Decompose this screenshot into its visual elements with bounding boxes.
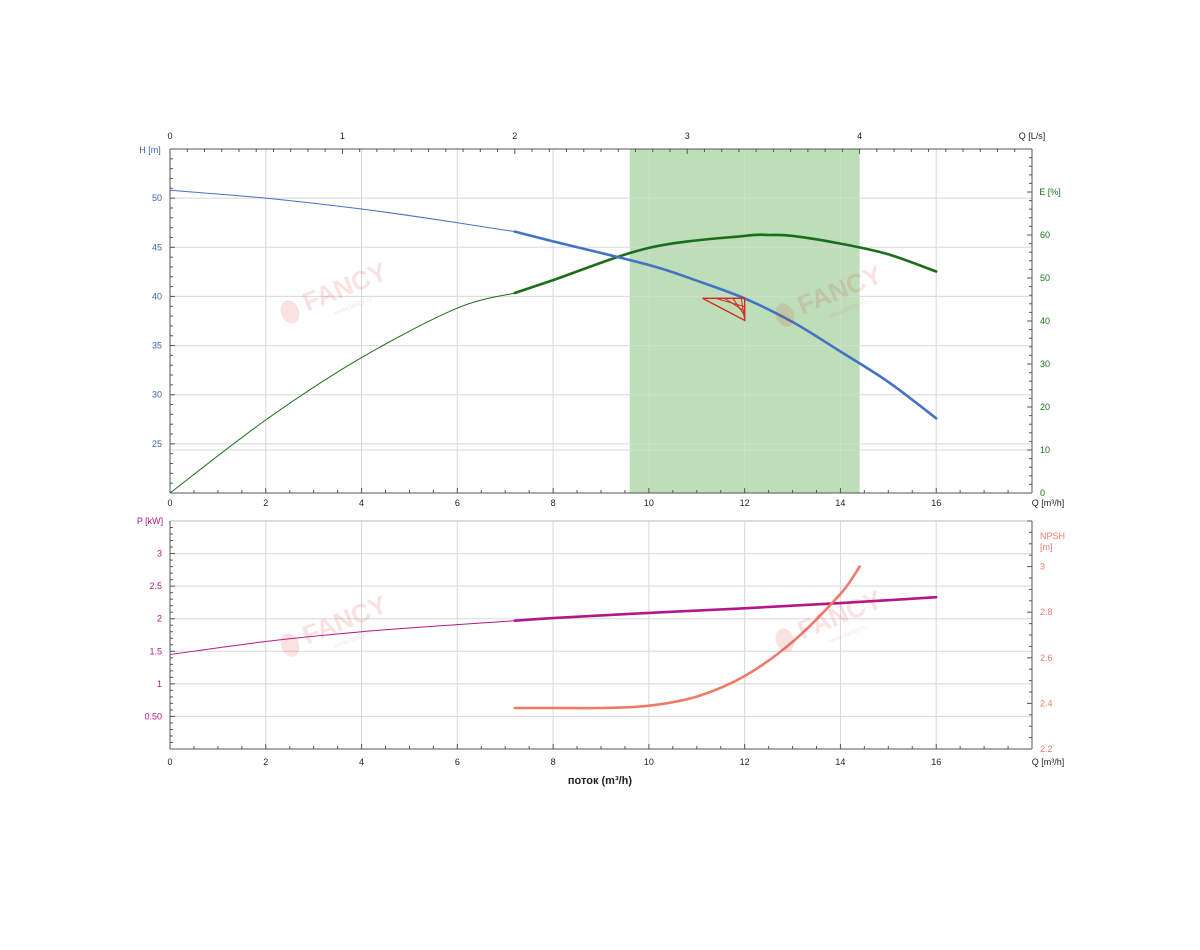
efficiency-curve-thin — [169, 292, 515, 494]
x-axis-label: Q [m³/h] — [1032, 757, 1065, 767]
y-left-tick-label: 2.5 — [149, 581, 162, 591]
top-x-tick-label: 2 — [512, 131, 517, 141]
duty-point-hatch — [724, 297, 745, 312]
x-tick-label: 8 — [551, 757, 556, 767]
y-right-tick-label: 40 — [1040, 316, 1050, 326]
watermark-flame-icon — [280, 300, 300, 324]
y-right-axis-label-part: NPSH — [1040, 531, 1065, 541]
power-curve-bold — [513, 595, 938, 622]
y-right-tick-label: 3 — [1040, 562, 1045, 572]
y-left-tick-label: 30 — [152, 390, 162, 400]
x-tick-label: 6 — [455, 757, 460, 767]
y-left-tick-label: 1 — [157, 679, 162, 689]
y-left-tick-label: 40 — [152, 291, 162, 301]
x-tick-label: 16 — [931, 757, 941, 767]
x-tick-label: 14 — [835, 757, 845, 767]
top-x-tick-label: 0 — [167, 131, 172, 141]
top-x-tick-label: 4 — [857, 131, 862, 141]
x-tick-label: 12 — [740, 498, 750, 508]
watermark-flame-icon — [775, 628, 795, 652]
y-left-tick-label: 2 — [157, 614, 162, 624]
x-tick-label: 12 — [740, 757, 750, 767]
y-right-tick-label: 20 — [1040, 402, 1050, 412]
y-left-axis-label: P [kW] — [137, 516, 163, 526]
y-right-tick-label: 30 — [1040, 359, 1050, 369]
y-right-tick-label: 2.2 — [1040, 744, 1053, 754]
y-left-tick-label: 35 — [152, 341, 162, 351]
x-tick-label: 14 — [835, 498, 845, 508]
head-curve-thin — [169, 189, 515, 233]
y-left-tick-label: 45 — [152, 242, 162, 252]
x-tick-label: 10 — [644, 757, 654, 767]
watermark-flame-icon — [775, 303, 795, 327]
y-right-tick-label: 10 — [1040, 445, 1050, 455]
y-left-tick-label: 25 — [152, 439, 162, 449]
npsh-curve-bold — [513, 565, 861, 710]
y-right-tick-label: 2.6 — [1040, 653, 1053, 663]
x-tick-label: 4 — [359, 498, 364, 508]
duty-point-marker — [702, 297, 746, 322]
y-right-tick-label: 50 — [1040, 273, 1050, 283]
top-x-axis-label: Q [L/s] — [1019, 131, 1046, 141]
top-x-tick-label: 3 — [685, 131, 690, 141]
power-curve-thin — [169, 620, 515, 655]
head-efficiency-panel: 0 2 4 6 8 10 12 14 16 Q [m³/h]0 1 2 3 4 Q [L/s]2530354… — [139, 131, 1064, 508]
top-x-tick-label: 1 — [340, 131, 345, 141]
x-tick-label: 6 — [455, 498, 460, 508]
y-right-tick-label: 0 — [1040, 488, 1045, 498]
x-tick-label: 0 — [167, 498, 172, 508]
x-tick-label: 2 — [263, 498, 268, 508]
x-axis-title: поток (m³/h) — [568, 775, 632, 787]
x-tick-label: 2 — [263, 757, 268, 767]
x-tick-label: 16 — [931, 498, 941, 508]
x-axis-label: Q [m³/h] — [1032, 498, 1065, 508]
x-tick-label: 0 — [167, 757, 172, 767]
duty-point-hatch — [732, 298, 746, 316]
y-right-axis-label: E [%] — [1039, 187, 1061, 197]
watermark-flame-icon — [280, 633, 300, 657]
y-left-tick-label: 1.5 — [149, 646, 162, 656]
y-left-tick-label: 50 — [152, 193, 162, 203]
y-left-tick-label: 3 — [157, 549, 162, 559]
power-npsh-panel: 0 2 4 6 8 10 12 14 16 Q [m³/h] 0.50 1 1.5 2 2.5 3 P [kW]… — [137, 516, 1065, 767]
duty-point-hatch — [740, 298, 746, 321]
y-left-axis-label: H [m] — [139, 145, 161, 155]
x-tick-label: 4 — [359, 757, 364, 767]
x-tick-label: 10 — [644, 498, 654, 508]
y-right-tick-label: 2.8 — [1040, 607, 1053, 617]
y-right-tick-label: 60 — [1040, 230, 1050, 240]
y-left-tick-label: 0.50 — [144, 711, 162, 721]
y-right-axis-label-part: [m] — [1040, 542, 1053, 552]
y-right-tick-label: 2.4 — [1040, 698, 1053, 708]
x-tick-label: 8 — [551, 498, 556, 508]
y-right-axis-label: NPSH [m] — [1040, 531, 1065, 552]
efficiency-curve-bold — [513, 233, 938, 295]
